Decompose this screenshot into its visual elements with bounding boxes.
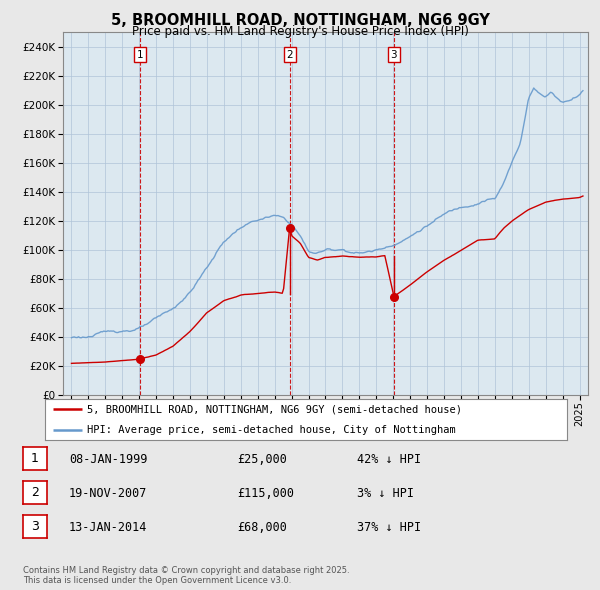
Text: 1: 1 [31,452,39,465]
Text: 08-JAN-1999: 08-JAN-1999 [69,453,148,466]
Text: 42% ↓ HPI: 42% ↓ HPI [357,453,421,466]
Text: £115,000: £115,000 [237,487,294,500]
Text: 5, BROOMHILL ROAD, NOTTINGHAM, NG6 9GY: 5, BROOMHILL ROAD, NOTTINGHAM, NG6 9GY [110,13,490,28]
Text: 37% ↓ HPI: 37% ↓ HPI [357,521,421,534]
Text: 5, BROOMHILL ROAD, NOTTINGHAM, NG6 9GY (semi-detached house): 5, BROOMHILL ROAD, NOTTINGHAM, NG6 9GY (… [87,405,462,414]
Text: 2: 2 [31,486,39,499]
Text: 19-NOV-2007: 19-NOV-2007 [69,487,148,500]
Text: HPI: Average price, semi-detached house, City of Nottingham: HPI: Average price, semi-detached house,… [87,425,455,434]
Text: £68,000: £68,000 [237,521,287,534]
Text: Contains HM Land Registry data © Crown copyright and database right 2025.
This d: Contains HM Land Registry data © Crown c… [23,566,349,585]
Text: 3: 3 [31,520,39,533]
Text: Price paid vs. HM Land Registry's House Price Index (HPI): Price paid vs. HM Land Registry's House … [131,25,469,38]
Text: £25,000: £25,000 [237,453,287,466]
Text: 3% ↓ HPI: 3% ↓ HPI [357,487,414,500]
Text: 2: 2 [286,50,293,60]
Text: 1: 1 [136,50,143,60]
Text: 13-JAN-2014: 13-JAN-2014 [69,521,148,534]
Text: 3: 3 [391,50,397,60]
